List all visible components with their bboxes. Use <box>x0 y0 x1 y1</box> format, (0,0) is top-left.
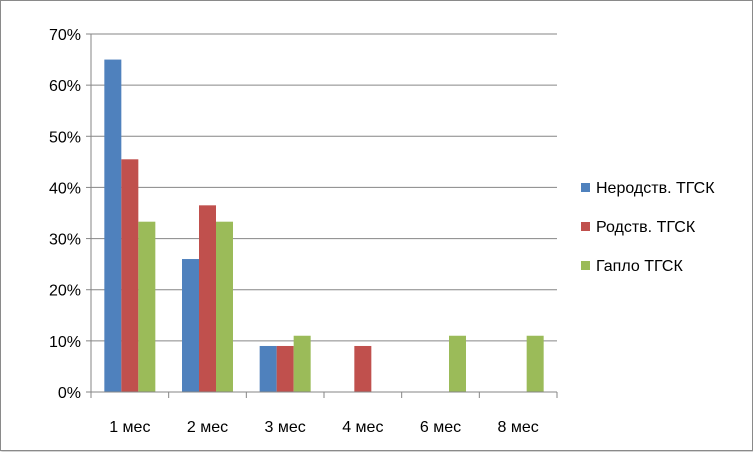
x-tick-label: 4 мес <box>342 419 383 436</box>
legend-label: Родств. ТГСК <box>596 219 696 236</box>
bar <box>526 335 544 392</box>
y-tick-label: 70% <box>49 27 81 44</box>
bars-layer <box>104 59 544 392</box>
bar <box>138 221 156 392</box>
bar <box>216 221 233 392</box>
bar <box>104 59 122 392</box>
x-tick-label: 6 мес <box>420 419 461 436</box>
y-tick-label: 0% <box>58 385 81 402</box>
x-tick-label: 1 мес <box>109 419 150 436</box>
bar <box>449 335 466 392</box>
x-tick-label: 2 мес <box>187 419 228 436</box>
legend-label: Неродств. ТГСК <box>596 180 715 197</box>
bar <box>259 345 277 392</box>
bar <box>121 159 139 392</box>
bar <box>354 345 372 392</box>
bar <box>182 259 199 392</box>
x-tick-label: 3 мес <box>265 419 306 436</box>
x-tick-label: 8 мес <box>498 419 539 436</box>
y-tick-label: 10% <box>49 334 81 351</box>
grid-layer <box>91 33 557 342</box>
bar <box>276 345 294 392</box>
y-tick-label: 60% <box>49 78 81 95</box>
y-tick-label: 40% <box>49 180 81 197</box>
bar <box>293 335 311 392</box>
legend-swatch <box>581 261 590 270</box>
legend-label: Гапло ТГСК <box>596 258 683 275</box>
axis-layer: 0% 10% 20% 30% 40% 50% 60% 70% 1 мес 2 мес 3 мес 4 … <box>49 27 558 436</box>
legend-swatch <box>581 183 590 192</box>
y-tick-label: 50% <box>49 129 81 146</box>
y-tick-label: 20% <box>49 283 81 300</box>
legend: Неродств. ТГСК Родств. ТГСК Гапло ТГСК <box>581 180 715 275</box>
y-tick-label: 30% <box>49 232 81 249</box>
bar <box>199 205 216 392</box>
legend-swatch <box>581 222 590 231</box>
